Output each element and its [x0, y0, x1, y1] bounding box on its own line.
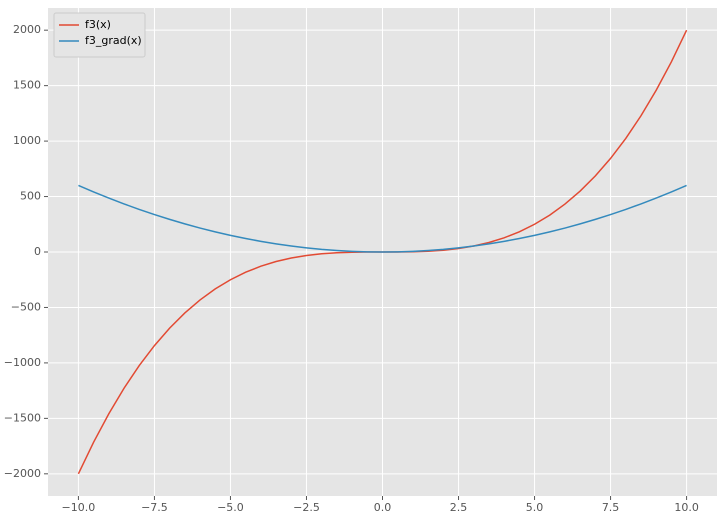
- y-tick-label: 1500: [13, 79, 41, 92]
- y-tick-label: −2000: [4, 467, 41, 480]
- y-tick-label: 1000: [13, 134, 41, 147]
- legend-box: [53, 12, 146, 58]
- y-tick-label: −500: [11, 300, 41, 313]
- x-tick-label: 10.0: [674, 501, 699, 514]
- x-tick-label: −5.0: [217, 501, 244, 514]
- lines: [77, 29, 688, 475]
- x-tick-label: 5.0: [526, 501, 544, 514]
- x-tick-label: 0.0: [374, 501, 392, 514]
- ticks: −10.0 −7.5 −5.0 −2.5 0.0 2.5 5.0 7.5 10.0 −2000 −1…: [4, 23, 699, 514]
- legend-label: f3(x): [85, 18, 111, 31]
- y-tick-label: 0: [34, 245, 41, 258]
- x-tick-label: −10.0: [62, 501, 96, 514]
- legend-label: f3_grad(x): [85, 34, 142, 47]
- series-line: [78, 184, 687, 253]
- y-tick-label: 2000: [13, 23, 41, 36]
- x-tick-label: −7.5: [141, 501, 168, 514]
- x-tick-label: 2.5: [450, 501, 468, 514]
- legend: f3(x) f3_grad(x): [53, 12, 146, 58]
- x-tick-label: −2.5: [293, 501, 320, 514]
- y-tick-label: 500: [20, 190, 41, 203]
- y-tick-label: −1500: [4, 411, 41, 424]
- x-tick-label: 7.5: [602, 501, 620, 514]
- y-tick-label: −1000: [4, 356, 41, 369]
